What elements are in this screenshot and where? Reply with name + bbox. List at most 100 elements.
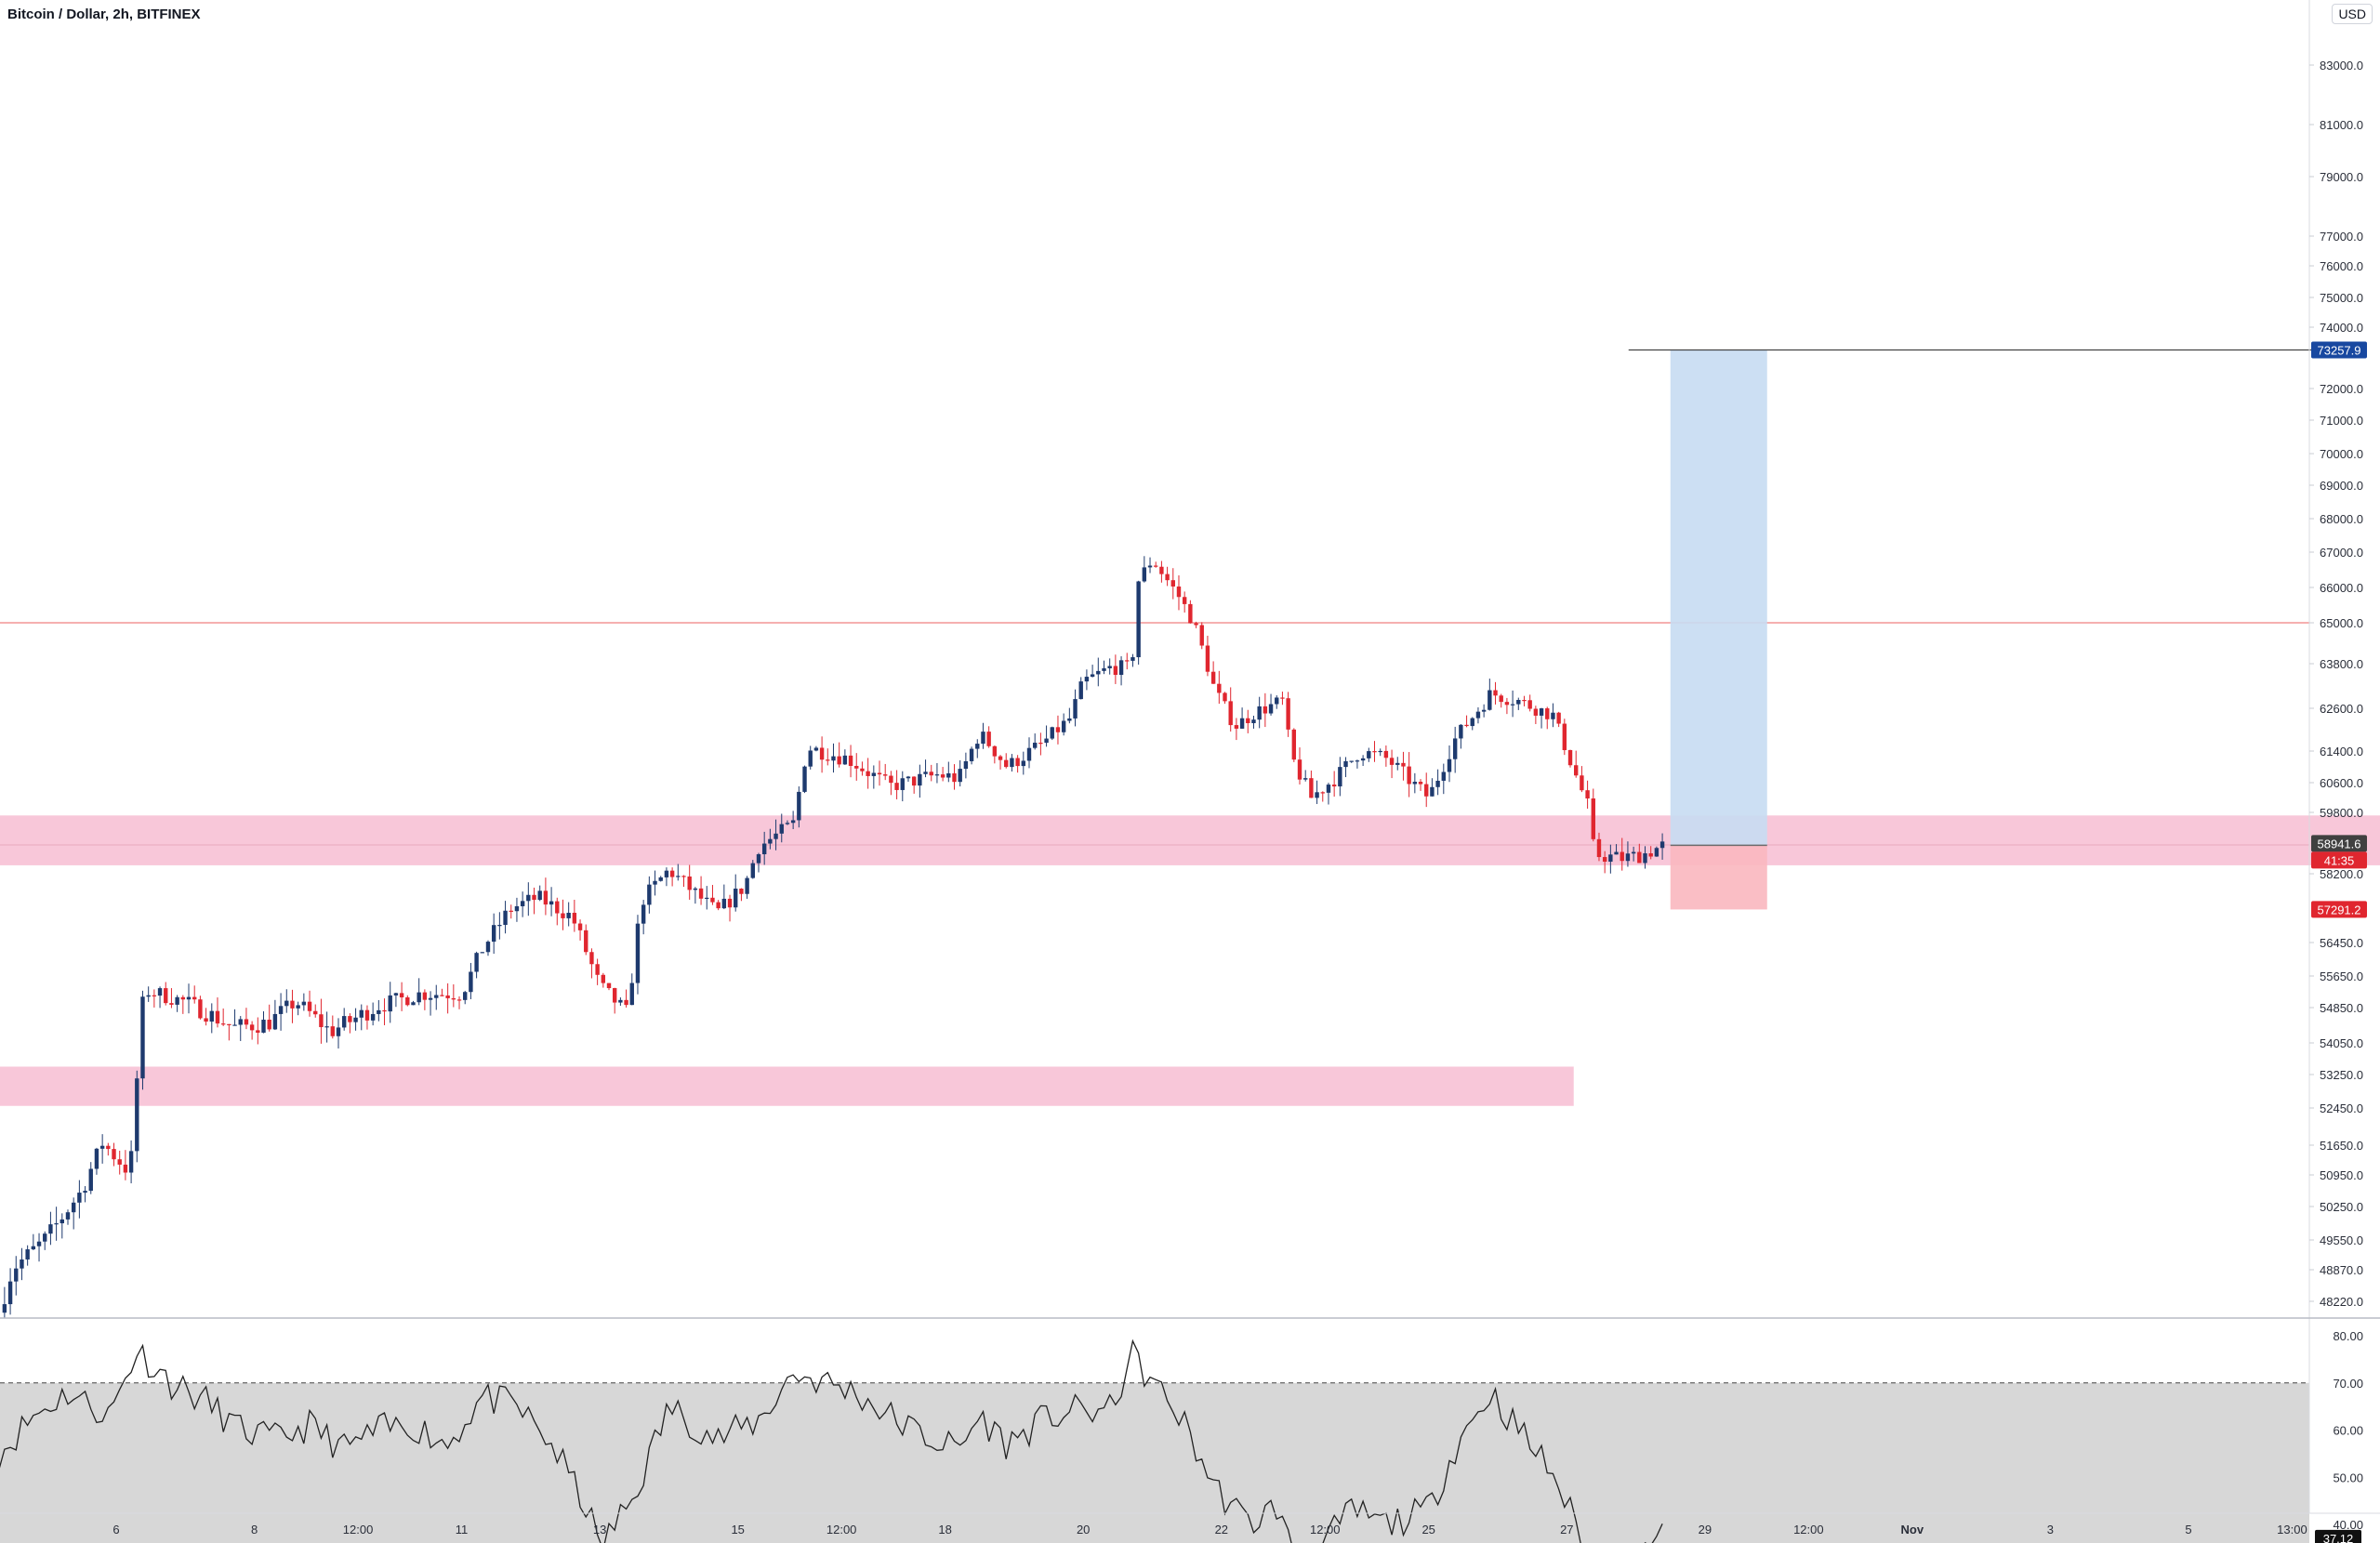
candle-body — [779, 824, 784, 834]
candle-body — [1055, 727, 1061, 732]
candle-body — [324, 1026, 329, 1028]
candle-body — [1608, 854, 1613, 863]
candle-body — [1412, 782, 1418, 785]
candle-body — [238, 1019, 243, 1025]
candle-body — [1475, 711, 1481, 719]
price-axis-label: 48220.0 — [2320, 1295, 2363, 1309]
candle-body — [14, 1268, 19, 1282]
candle-body — [284, 1000, 289, 1007]
currency-button[interactable]: USD — [2332, 4, 2373, 24]
candle-body — [808, 750, 813, 767]
candle-body — [220, 1023, 226, 1025]
candle-body — [1021, 760, 1026, 767]
candle-body — [889, 775, 893, 784]
candle-body — [698, 888, 704, 899]
candle-body — [272, 1013, 278, 1030]
candle-body — [370, 1013, 376, 1021]
candle-body — [1251, 719, 1256, 724]
candle-body — [503, 910, 508, 926]
time-axis-label: 13 — [593, 1523, 606, 1536]
candle-body — [860, 768, 865, 772]
candle-body — [1338, 767, 1342, 787]
price-axis-label: 58200.0 — [2320, 867, 2363, 881]
price-axis-label: 49550.0 — [2320, 1233, 2363, 1247]
candle-body — [77, 1193, 82, 1203]
candle-body — [952, 772, 957, 783]
candle-body — [1349, 760, 1354, 762]
candle-body — [992, 745, 998, 757]
candle-body — [1331, 785, 1337, 787]
candle-body — [416, 992, 421, 1003]
candle-body — [1154, 565, 1158, 567]
candle-body — [88, 1168, 93, 1192]
candle-body — [1643, 853, 1647, 864]
price-axis-label: 53250.0 — [2320, 1068, 2363, 1082]
candle-body — [405, 996, 410, 1006]
candle-body — [934, 774, 940, 776]
candle-body — [1199, 625, 1204, 646]
candle-body — [819, 747, 825, 760]
price-axis-label: 69000.0 — [2320, 479, 2363, 493]
candle-body — [768, 838, 773, 844]
price-axis-label: 81000.0 — [2320, 118, 2363, 132]
candle-body — [1551, 712, 1555, 719]
symbol-title[interactable]: Bitcoin / Dollar, 2h, BITFINEX — [7, 7, 201, 22]
candle-body — [710, 897, 715, 903]
candle-body — [969, 748, 974, 761]
candle-body — [1620, 851, 1624, 862]
candle-body — [676, 876, 681, 877]
candle-body — [1459, 724, 1463, 739]
candle-body — [341, 1016, 347, 1028]
rsi-value-tag-bg — [2315, 1529, 2361, 1543]
time-axis-label: 18 — [938, 1523, 951, 1536]
candle-body — [756, 854, 761, 864]
candle-body — [445, 995, 450, 998]
candle-body — [135, 1078, 139, 1152]
candle-body — [244, 1019, 249, 1025]
last-price-tag-bg — [2311, 835, 2367, 852]
candle-body — [1205, 645, 1210, 672]
candle-body — [1326, 785, 1331, 793]
candle-body — [209, 1010, 214, 1022]
target-zone — [1670, 349, 1767, 846]
candle-body — [1084, 677, 1090, 682]
candle-body — [43, 1233, 47, 1242]
candle-body — [543, 890, 549, 905]
candle-body — [761, 843, 767, 855]
candle-body — [813, 747, 819, 751]
candle-body — [94, 1148, 99, 1169]
candle-body — [848, 755, 853, 766]
candle-body — [526, 894, 531, 902]
time-axis-label: 27 — [1560, 1523, 1573, 1536]
candle-body — [1504, 702, 1510, 706]
candle-body — [399, 993, 404, 997]
candle-body — [1078, 681, 1083, 700]
candle-body — [296, 1005, 300, 1009]
candle-body — [215, 1010, 220, 1024]
rsi-axis-label: 70.00 — [2333, 1377, 2363, 1391]
candle-body — [561, 913, 565, 918]
candle-body — [1118, 660, 1124, 676]
candle-body — [981, 732, 985, 745]
candle-body — [232, 1024, 237, 1026]
candle-body — [1470, 718, 1474, 727]
candle-body — [1107, 666, 1112, 668]
candle-body — [382, 1009, 387, 1012]
price-axis-label: 55650.0 — [2320, 969, 2363, 983]
candle-body — [940, 774, 945, 778]
candle-body — [1648, 853, 1653, 857]
time-axis-label: 5 — [2185, 1523, 2191, 1536]
candle-body — [117, 1159, 122, 1165]
candle-body — [1004, 759, 1009, 768]
candle-body — [509, 910, 513, 912]
stop-price-tag: 57291.2 — [2318, 903, 2361, 917]
candle-body — [1044, 738, 1049, 744]
candle-body — [1585, 790, 1590, 798]
candle-body — [128, 1151, 134, 1173]
candle-body — [1239, 718, 1245, 729]
candle-body — [1165, 574, 1170, 581]
candle-body — [1182, 597, 1187, 604]
candle-body — [911, 776, 917, 786]
